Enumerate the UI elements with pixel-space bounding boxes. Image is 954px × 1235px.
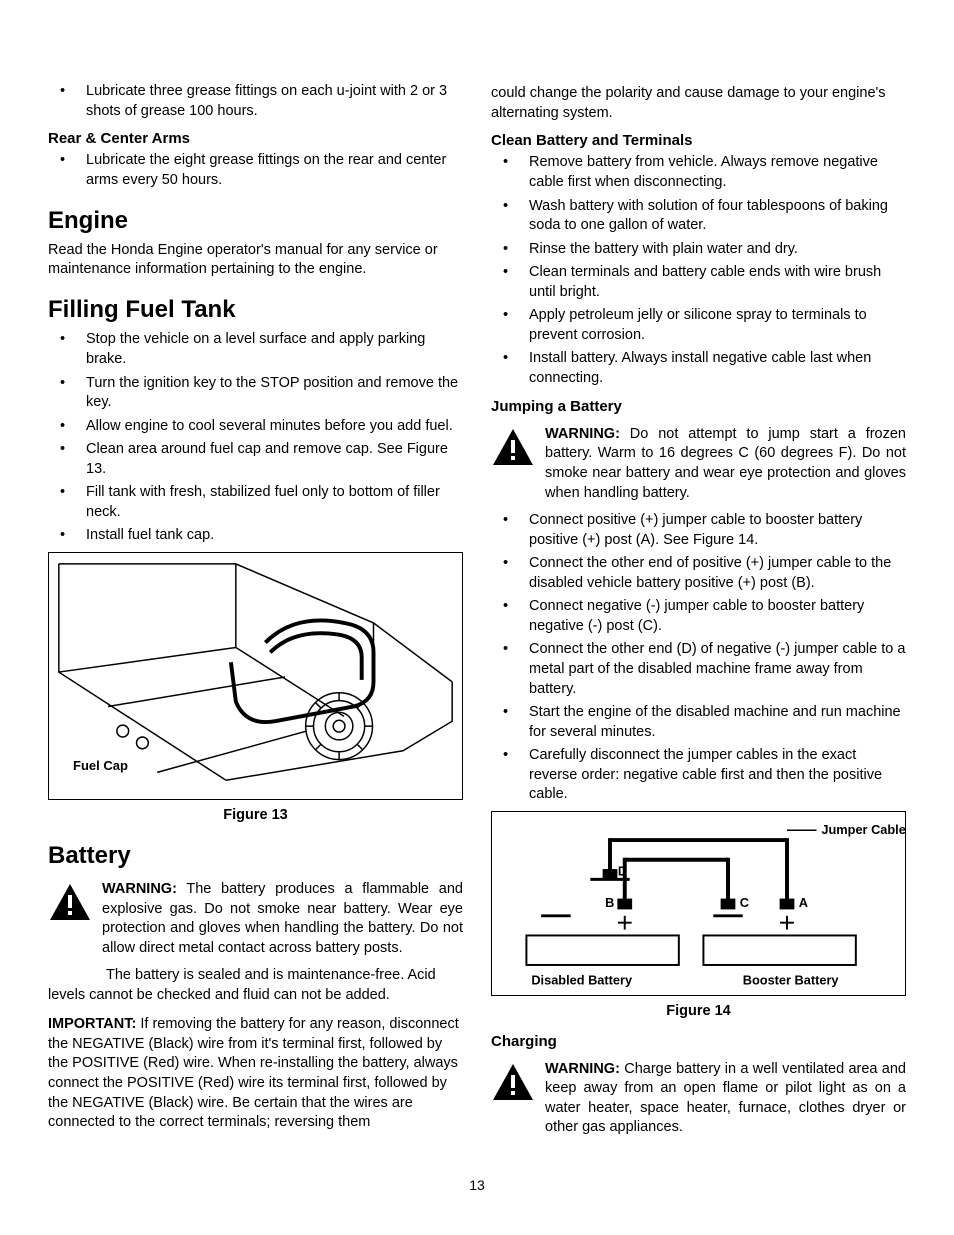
right-column: could change the polarity and cause dama… — [491, 80, 906, 1146]
list-item: Fill tank with fresh, stabilized fuel on… — [48, 483, 463, 522]
fuel-list: Stop the vehicle on a level surface and … — [48, 330, 463, 546]
list-item: Install battery. Always install negative… — [491, 349, 906, 388]
list-item: Lubricate the eight grease fittings on t… — [48, 151, 463, 190]
warning-icon — [491, 427, 535, 467]
list-item: Turn the ignition key to the STOP positi… — [48, 374, 463, 413]
page-number: 13 — [48, 1176, 906, 1195]
jump-heading: Jumping a Battery — [491, 397, 906, 417]
warning-label: WARNING: — [102, 881, 177, 897]
clean-list: Remove battery from vehicle. Always remo… — [491, 153, 906, 388]
jumper-diagram: Jumper Cables D B C A Disabled Battery B… — [492, 812, 905, 995]
jump-warning: WARNING: Do not attempt to jump start a … — [491, 425, 906, 503]
list-item: Allow engine to cool several minutes bef… — [48, 417, 463, 437]
left-column: Lubricate three grease fittings on each … — [48, 80, 463, 1146]
important-label: IMPORTANT: — [48, 1016, 136, 1032]
disabled-battery-label: Disabled Battery — [531, 973, 633, 988]
continuation-para: could change the polarity and cause dama… — [491, 84, 906, 123]
battery-sealed-para: The battery is sealed and is maintenance… — [48, 966, 463, 1005]
warning-text: WARNING: Do not attempt to jump start a … — [545, 425, 906, 503]
fuel-heading: Filling Fuel Tank — [48, 294, 463, 326]
list-item: Connect the other end of positive (+) ju… — [491, 554, 906, 593]
list-item: Carefully disconnect the jumper cables i… — [491, 746, 906, 805]
figure-13-box: Fuel Cap — [48, 552, 463, 800]
label-a: A — [799, 895, 808, 910]
list-item: Apply petroleum jelly or silicone spray … — [491, 306, 906, 345]
rear-arms-list: Lubricate the eight grease fittings on t… — [48, 151, 463, 190]
warning-icon — [48, 882, 92, 922]
two-column-layout: Lubricate three grease fittings on each … — [48, 80, 906, 1146]
warning-icon — [491, 1062, 535, 1102]
important-body: If removing the battery for any reason, … — [48, 1016, 459, 1130]
list-item: Wash battery with solution of four table… — [491, 197, 906, 236]
ujoint-list: Lubricate three grease fittings on each … — [48, 82, 463, 121]
engine-heading: Engine — [48, 205, 463, 237]
list-item: Clean terminals and battery cable ends w… — [491, 263, 906, 302]
charging-warning: WARNING: Charge battery in a well ventil… — [491, 1060, 906, 1138]
battery-important-para: IMPORTANT: If removing the battery for a… — [48, 1015, 463, 1132]
warning-label: WARNING: — [545, 426, 620, 442]
booster-battery-label: Booster Battery — [743, 973, 840, 988]
warning-text: WARNING: Charge battery in a well ventil… — [545, 1060, 906, 1138]
list-item: Connect positive (+) jumper cable to boo… — [491, 511, 906, 550]
battery-heading: Battery — [48, 840, 463, 872]
figure-14-caption: Figure 14 — [491, 1002, 906, 1022]
list-item: Lubricate three grease fittings on each … — [48, 82, 463, 121]
charging-heading: Charging — [491, 1032, 906, 1052]
list-item: Stop the vehicle on a level surface and … — [48, 330, 463, 369]
jumper-cables-label: Jumper Cables — [821, 822, 905, 837]
list-item: Start the engine of the disabled machine… — [491, 703, 906, 742]
rear-arms-heading: Rear & Center Arms — [48, 129, 463, 149]
list-item: Rinse the battery with plain water and d… — [491, 240, 906, 260]
clean-heading: Clean Battery and Terminals — [491, 131, 906, 151]
list-item: Connect the other end (D) of negative (-… — [491, 640, 906, 699]
figure-13-caption: Figure 13 — [48, 806, 463, 826]
fuel-cap-label: Fuel Cap — [73, 757, 128, 775]
figure-14-box: Jumper Cables D B C A Disabled Battery B… — [491, 811, 906, 996]
list-item: Install fuel tank cap. — [48, 526, 463, 546]
battery-warning: WARNING: The battery produces a flammabl… — [48, 880, 463, 958]
warning-text: WARNING: The battery produces a flammabl… — [102, 880, 463, 958]
engine-para: Read the Honda Engine operator's manual … — [48, 241, 463, 280]
label-d: D — [618, 863, 627, 878]
label-c: C — [740, 895, 749, 910]
jump-list: Connect positive (+) jumper cable to boo… — [491, 511, 906, 805]
list-item: Remove battery from vehicle. Always remo… — [491, 153, 906, 192]
label-b: B — [605, 895, 614, 910]
list-item: Connect negative (-) jumper cable to boo… — [491, 597, 906, 636]
list-item: Clean area around fuel cap and remove ca… — [48, 440, 463, 479]
warning-label: WARNING: — [545, 1061, 620, 1077]
